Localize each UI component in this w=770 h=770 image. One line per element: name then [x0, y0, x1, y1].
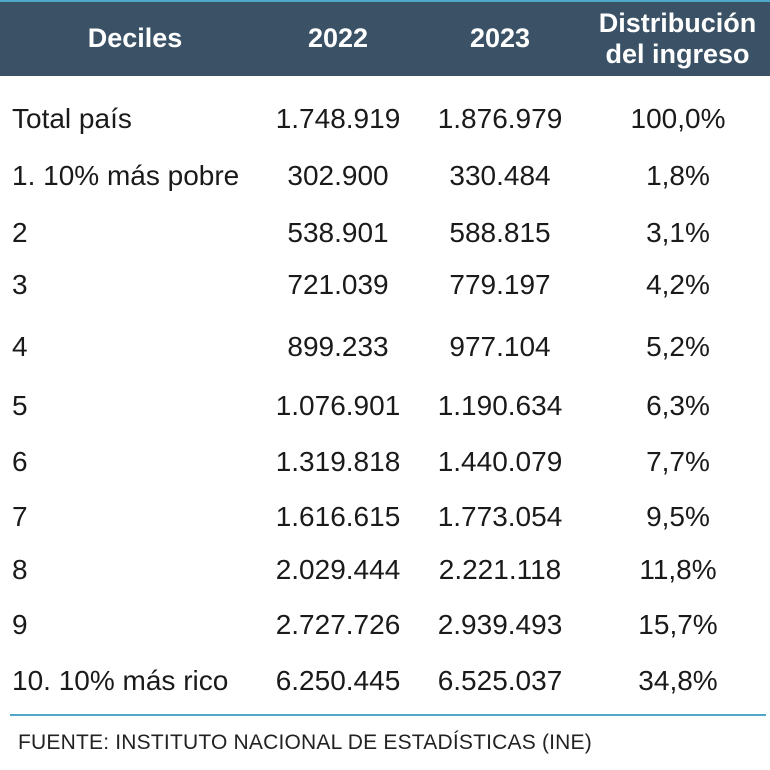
row-label: 10. 10% más rico: [12, 665, 229, 696]
table-header: Deciles 2022 2023 Distribución del ingre…: [0, 0, 770, 76]
row-label: 7: [12, 501, 28, 532]
value-distribution: 34,8%: [638, 665, 718, 696]
row-label: 2: [12, 217, 28, 248]
header-2022: 2022: [307, 23, 369, 54]
value-distribution: 9,5%: [646, 501, 710, 532]
row-label: 5: [12, 390, 28, 421]
value-2022: 1.319.818: [275, 446, 401, 477]
value-distribution: 11,8%: [639, 554, 717, 585]
value-distribution: 15,7%: [638, 609, 718, 640]
row-label: Total país: [12, 103, 132, 134]
source-note: FUENTE: INSTITUTO NACIONAL DE ESTADÍSTIC…: [18, 731, 592, 754]
table-row: 5 1.076.901 1.190.634 6,3%: [0, 386, 770, 426]
value-2023: 1.876.979: [437, 103, 563, 134]
value-distribution: 1,8%: [646, 160, 710, 191]
value-2022: 6.250.445: [275, 665, 401, 696]
value-2022: 721.039: [287, 269, 389, 300]
value-2023: 1.773.054: [437, 501, 563, 532]
value-distribution: 100,0%: [630, 103, 726, 134]
value-2023: 330.484: [449, 160, 551, 191]
row-label: 6: [12, 446, 28, 477]
footer-divider: [10, 714, 766, 716]
value-2022: 538.901: [287, 217, 389, 248]
value-2022: 2.727.726: [275, 609, 401, 640]
header-distribution-line2: del ingreso: [605, 39, 750, 69]
table-row: 2 538.901 588.815 3,1%: [0, 213, 770, 253]
value-distribution: 3,1%: [646, 217, 710, 248]
header-distribution-line1: Distribución: [598, 7, 757, 38]
value-2022: 2.029.444: [275, 554, 401, 585]
header-deciles: Deciles: [87, 23, 183, 54]
header-2023: 2023: [469, 23, 531, 54]
value-2023: 2.939.493: [437, 609, 563, 640]
table-row: 10. 10% más rico 6.250.445 6.525.037 34,…: [0, 661, 770, 701]
value-distribution: 7,7%: [646, 446, 710, 477]
table-row: 8 2.029.444 2.221.118 11,8%: [0, 550, 770, 590]
value-distribution: 6,3%: [646, 390, 710, 421]
value-2023: 1.190.634: [437, 390, 563, 421]
row-label: 9: [12, 609, 28, 640]
value-2023: 779.197: [449, 269, 551, 300]
table-row: 9 2.727.726 2.939.493 15,7%: [0, 605, 770, 645]
table-row: 4 899.233 977.104 5,2%: [0, 327, 770, 367]
table-row: 3 721.039 779.197 4,2%: [0, 265, 770, 305]
value-2023: 2.221.118: [438, 554, 562, 585]
value-distribution: 4,2%: [646, 269, 710, 300]
table-row: Total país 1.748.919 1.876.979 100,0%: [0, 99, 770, 139]
row-label: 4: [12, 331, 28, 362]
value-2022: 1.616.615: [275, 501, 401, 532]
value-2022: 899.233: [287, 331, 389, 362]
value-2023: 588.815: [449, 217, 551, 248]
row-label: 3: [12, 269, 28, 300]
value-2022: 1.748.919: [275, 103, 401, 134]
table-row: 1. 10% más pobre 302.900 330.484 1,8%: [0, 156, 770, 196]
value-distribution: 5,2%: [646, 331, 710, 362]
table-row: 6 1.319.818 1.440.079 7,7%: [0, 442, 770, 482]
value-2023: 1.440.079: [437, 446, 563, 477]
row-label: 8: [12, 554, 28, 585]
header-distribution: Distribución del ingreso: [585, 2, 770, 76]
row-label: 1. 10% más pobre: [12, 160, 240, 191]
value-2022: 302.900: [287, 160, 389, 191]
table-row: 7 1.616.615 1.773.054 9,5%: [0, 497, 770, 537]
value-2023: 6.525.037: [437, 665, 563, 696]
value-2022: 1.076.901: [275, 390, 401, 421]
value-2023: 977.104: [449, 331, 551, 362]
